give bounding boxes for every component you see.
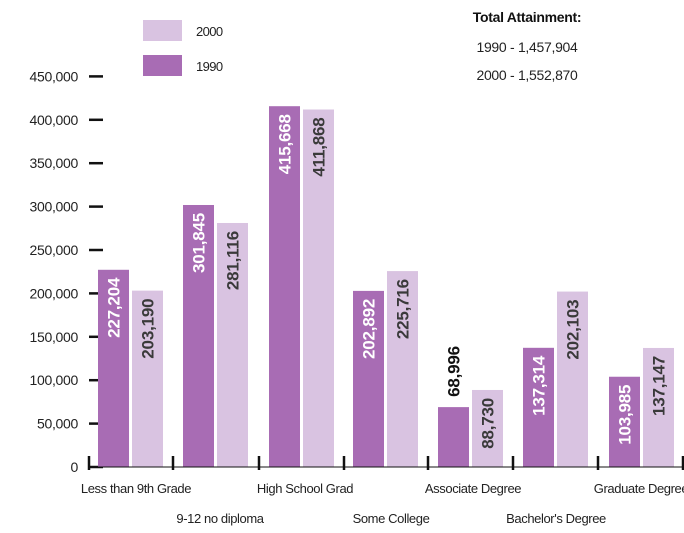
y-tick-label: 300,000 — [29, 199, 78, 215]
bar-1990 — [523, 347, 554, 467]
bar-1990 — [353, 290, 384, 467]
bar-1990 — [269, 106, 300, 468]
data-label-1990: 103,985 — [616, 385, 635, 445]
data-label-2000: 88,730 — [479, 398, 498, 449]
legend-label-1990: 1990 — [196, 59, 223, 74]
y-axis: 0 50,000 100,000 150,000 200,000 250,000 300,0… — [29, 68, 103, 475]
y-tick-label: 50,000 — [37, 416, 79, 432]
bar-2000 — [132, 290, 163, 467]
category-label: Less than 9th Grade — [81, 481, 191, 496]
legend: 2000 1990 — [143, 20, 223, 76]
y-tick-label: 400,000 — [29, 112, 78, 128]
bar-1990 — [183, 204, 214, 467]
data-label-1990: 202,892 — [360, 299, 379, 359]
data-label-2000: 281,116 — [224, 231, 243, 290]
bar-2000 — [472, 389, 503, 467]
bar-2000 — [643, 347, 674, 467]
data-label-2000: 202,103 — [564, 300, 583, 360]
y-tick-label: 250,000 — [29, 242, 78, 258]
data-label-2000: 411,868 — [310, 117, 329, 176]
bar-2000 — [557, 291, 588, 467]
bar-1990 — [98, 269, 129, 467]
y-tick-label: 100,000 — [29, 372, 78, 388]
legend-swatch-1990 — [143, 55, 182, 76]
bar-2000 — [303, 109, 334, 468]
bars: 227,204 301,845 415,668 202,892 68,996 137,31… — [98, 106, 674, 468]
data-label-1990: 227,204 — [105, 277, 124, 338]
y-tick-label: 0 — [71, 459, 79, 475]
bar-2000 — [217, 222, 248, 467]
category-label: Associate Degree — [425, 481, 521, 496]
data-label-2000: 137,147 — [650, 356, 669, 416]
x-axis: Less than 9th Grade 9-12 no diploma High S… — [81, 456, 684, 526]
category-label: 9-12 no diploma — [176, 511, 264, 526]
legend-swatch-2000 — [143, 20, 182, 41]
legend-label-2000: 2000 — [196, 24, 223, 39]
y-tick-label: 350,000 — [29, 155, 78, 171]
bar-2000 — [387, 271, 418, 467]
data-label-1990: 301,845 — [190, 213, 209, 273]
data-label-2000: 225,716 — [394, 279, 413, 339]
category-label: High School Grad — [257, 481, 353, 496]
bar-1990 — [438, 407, 469, 467]
y-tick-label: 200,000 — [29, 285, 78, 301]
data-label-1990: 137,314 — [530, 355, 549, 416]
y-tick-label: 150,000 — [29, 329, 78, 345]
total-attainment-annotation: Total Attainment: 1990 - 1,457,904 2000 … — [473, 9, 582, 83]
annotation-line-1990: 1990 - 1,457,904 — [476, 39, 578, 55]
bar-1990 — [609, 376, 640, 467]
annotation-title: Total Attainment: — [473, 9, 581, 25]
category-label: Some College — [353, 511, 430, 526]
data-label-1990: 68,996 — [445, 346, 464, 397]
category-label: Graduate Degree — [594, 481, 684, 496]
category-label: Bachelor's Degree — [506, 511, 606, 526]
data-label-1990: 415,668 — [276, 114, 295, 174]
annotation-line-2000: 2000 - 1,552,870 — [476, 67, 578, 83]
y-tick-label: 450,000 — [29, 68, 78, 84]
data-label-2000: 203,190 — [139, 299, 158, 359]
